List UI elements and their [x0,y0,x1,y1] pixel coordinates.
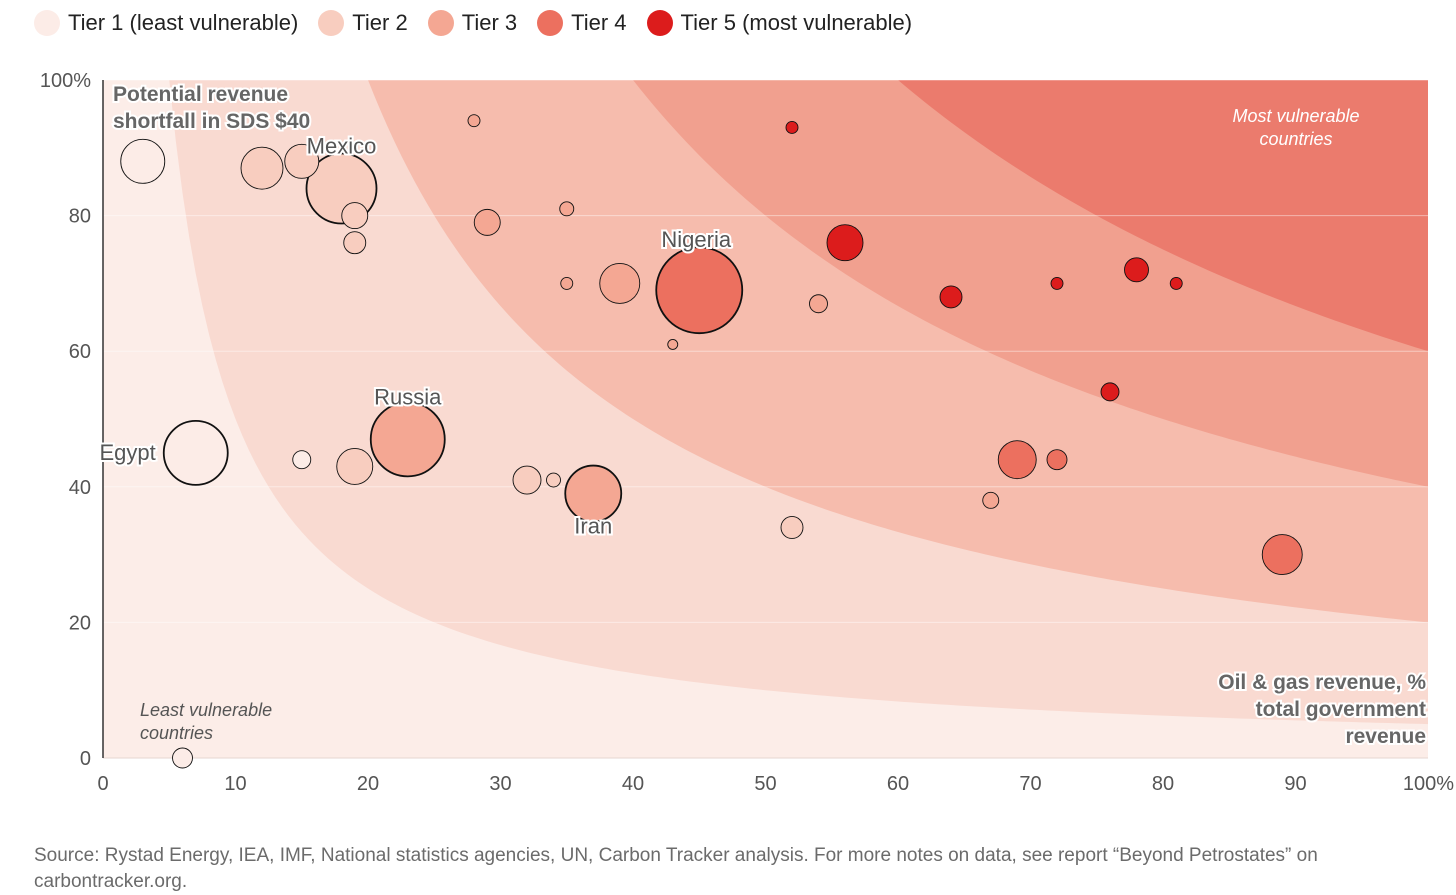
least-vulnerable-label-1: Least vulnerable [140,700,272,720]
bubble-nigeria[interactable] [655,246,744,335]
bubble[interactable] [785,121,799,134]
tier-1-swatch-icon [34,10,60,36]
bubble[interactable] [1050,276,1064,290]
source-note: Source: Rystad Energy, IEA, IMF, Nationa… [34,845,1318,892]
legend: Tier 1 (least vulnerable) Tier 2 Tier 3 … [34,10,912,36]
label-russia: Russia [374,384,442,409]
bubble[interactable] [809,294,828,314]
bubble[interactable] [467,114,481,128]
legend-label: Tier 2 [352,10,408,35]
x-tick-label: 70 [1019,773,1041,795]
x-tick-label: 90 [1284,773,1306,795]
y-tick-label: 80 [69,206,91,228]
vulnerability-bands [103,80,1428,758]
bubble[interactable] [120,138,166,184]
y-tick-label: 20 [69,612,91,634]
bubble[interactable] [982,491,1000,509]
bubble[interactable] [559,201,575,217]
bubble[interactable] [343,231,367,255]
least-vulnerable-label-2: countries [140,723,213,743]
x-axis-title-line-1: Oil & gas revenue, % [1218,671,1426,694]
most-vulnerable-label-2: countries [1259,129,1332,149]
bubble[interactable] [1100,382,1120,402]
tier-3-swatch-icon [427,10,454,36]
bubble[interactable] [780,516,804,539]
chart-title-line-2: shortfall in SDS $40 [113,110,310,133]
x-tick-label: 10 [224,773,246,795]
label-iran: Iran [574,514,612,539]
y-tick-label: 100% [40,70,91,92]
band-tier-5 [898,80,1428,352]
bubble[interactable] [284,143,320,179]
tier-2-swatch-icon [318,10,345,36]
x-tick-label: 60 [887,773,909,795]
label-mexico: Mexico [307,133,377,158]
legend-label: Tier 4 [571,10,627,35]
bubble[interactable] [172,747,193,769]
x-tick-label: 80 [1152,773,1174,795]
bubble[interactable] [997,440,1037,480]
x-tick-label: 50 [754,773,776,795]
label-nigeria: Nigeria [661,227,731,252]
x-tick-label: 0 [97,773,108,795]
x-axis-title-line-3: revenue [1345,725,1426,748]
axis-ticks: 0 20 40 60 80 100% 0 10 20 30 40 50 60 70 80 90 100% [40,70,1454,795]
bubble[interactable] [292,450,312,470]
legend-item-tier-1[interactable]: Tier 1 (least vulnerable) [34,10,298,36]
most-vulnerable-label-1: Most vulnerable [1232,106,1359,126]
tier-5-swatch-icon [646,10,673,36]
bubble[interactable] [1124,257,1149,283]
bubble-chart: 0 20 40 60 80 100% 0 10 20 30 40 50 60 70 80 90 100% Egy… [40,70,1454,795]
bubble[interactable] [240,146,284,190]
y-tick-label: 60 [69,341,91,363]
x-tick-label: 30 [489,773,511,795]
legend-item-tier-3[interactable]: Tier 3 [427,10,518,36]
legend-item-tier-5[interactable]: Tier 5 (most vulnerable) [646,10,913,36]
bubble[interactable] [473,208,501,236]
bubble[interactable] [1261,534,1303,576]
legend-label: Tier 3 [461,10,518,35]
bubble[interactable] [1169,276,1183,290]
bubble[interactable] [939,285,963,309]
legend-item-tier-4[interactable]: Tier 4 [537,10,627,36]
chart-title-line-1: Potential revenue [113,83,288,106]
bubble-labels: Egypt Mexico Russia Iran Nigeria [97,131,733,540]
y-tick-label: 40 [69,477,91,499]
legend-label: Tier 1 (least vulnerable) [68,10,299,35]
y-tick-label: 0 [80,748,91,770]
tier-4-swatch-icon [537,10,564,36]
bubble[interactable] [599,262,641,304]
legend-item-tier-2[interactable]: Tier 2 [318,10,408,36]
bubble[interactable] [546,472,561,488]
gridlines [103,79,1428,759]
x-tick-label: 100% [1403,773,1454,795]
bubble-egypt[interactable] [162,419,229,486]
bubble[interactable] [341,202,369,230]
bubble[interactable] [667,338,679,350]
bubbles [120,114,1303,769]
bubble[interactable] [560,276,574,290]
x-tick-label: 20 [357,773,379,795]
bubble[interactable] [1046,449,1068,471]
x-axis-title-line-2: total government [1256,698,1426,721]
label-egypt: Egypt [99,440,155,465]
x-tick-label: 40 [622,773,644,795]
bubble[interactable] [512,465,542,495]
bubble[interactable] [336,448,374,485]
legend-label: Tier 5 (most vulnerable) [680,10,913,35]
bubble-iran[interactable] [564,464,623,523]
bubble-russia[interactable] [369,401,446,478]
bubble[interactable] [826,224,864,262]
